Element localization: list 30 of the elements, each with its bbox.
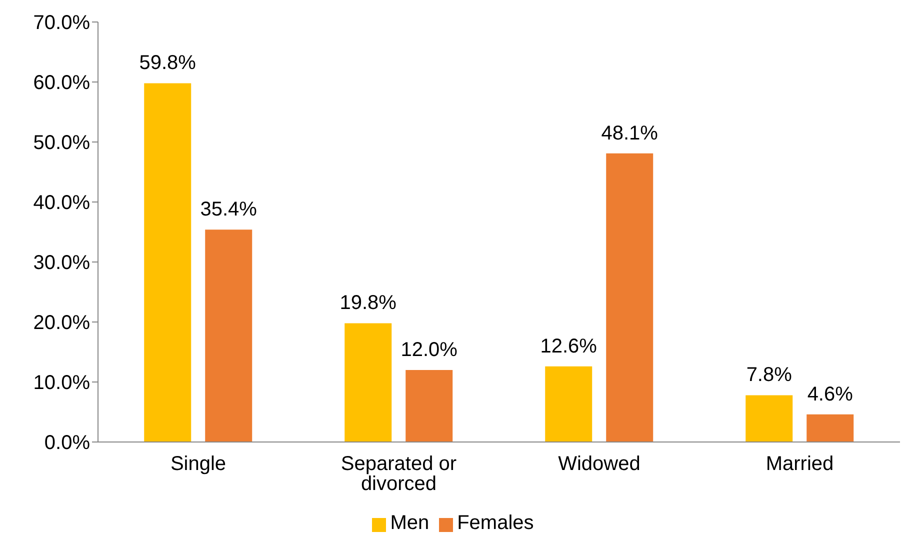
bar (205, 230, 252, 442)
legend-label: Men (390, 512, 430, 534)
bar (606, 153, 654, 442)
data-label: 48.1% (601, 122, 658, 144)
bar (545, 366, 592, 442)
bar (344, 323, 392, 442)
x-tick-label: Separated or divorced (340, 453, 457, 496)
y-tick-label: 20.0% (33, 312, 90, 334)
data-label: 59.8% (139, 52, 196, 74)
bar (406, 370, 453, 442)
x-tick-label: Single (170, 453, 226, 476)
data-label: 12.0% (400, 339, 458, 361)
legend-label: Females (457, 512, 534, 534)
data-label: 12.6% (540, 335, 598, 358)
x-tick-label: Widowed (558, 453, 640, 476)
y-tick-label: 60.0% (33, 72, 90, 94)
data-label: 19.8% (340, 292, 397, 314)
bar (144, 83, 192, 442)
data-label: 4.6% (807, 383, 854, 406)
data-label: 35.4% (200, 198, 258, 221)
data-label: 7.8% (746, 364, 792, 386)
bar (746, 395, 793, 442)
y-tick-label: 10.0% (33, 372, 90, 394)
bar (806, 414, 854, 442)
x-tick-label: Married (766, 453, 834, 476)
y-tick-label: 40.0% (33, 192, 90, 214)
y-tick-label: 30.0% (33, 252, 90, 274)
y-tick-label: 50.0% (33, 132, 90, 154)
y-tick-label: 0.0% (44, 432, 90, 454)
y-tick-label: 70.0% (33, 12, 90, 34)
